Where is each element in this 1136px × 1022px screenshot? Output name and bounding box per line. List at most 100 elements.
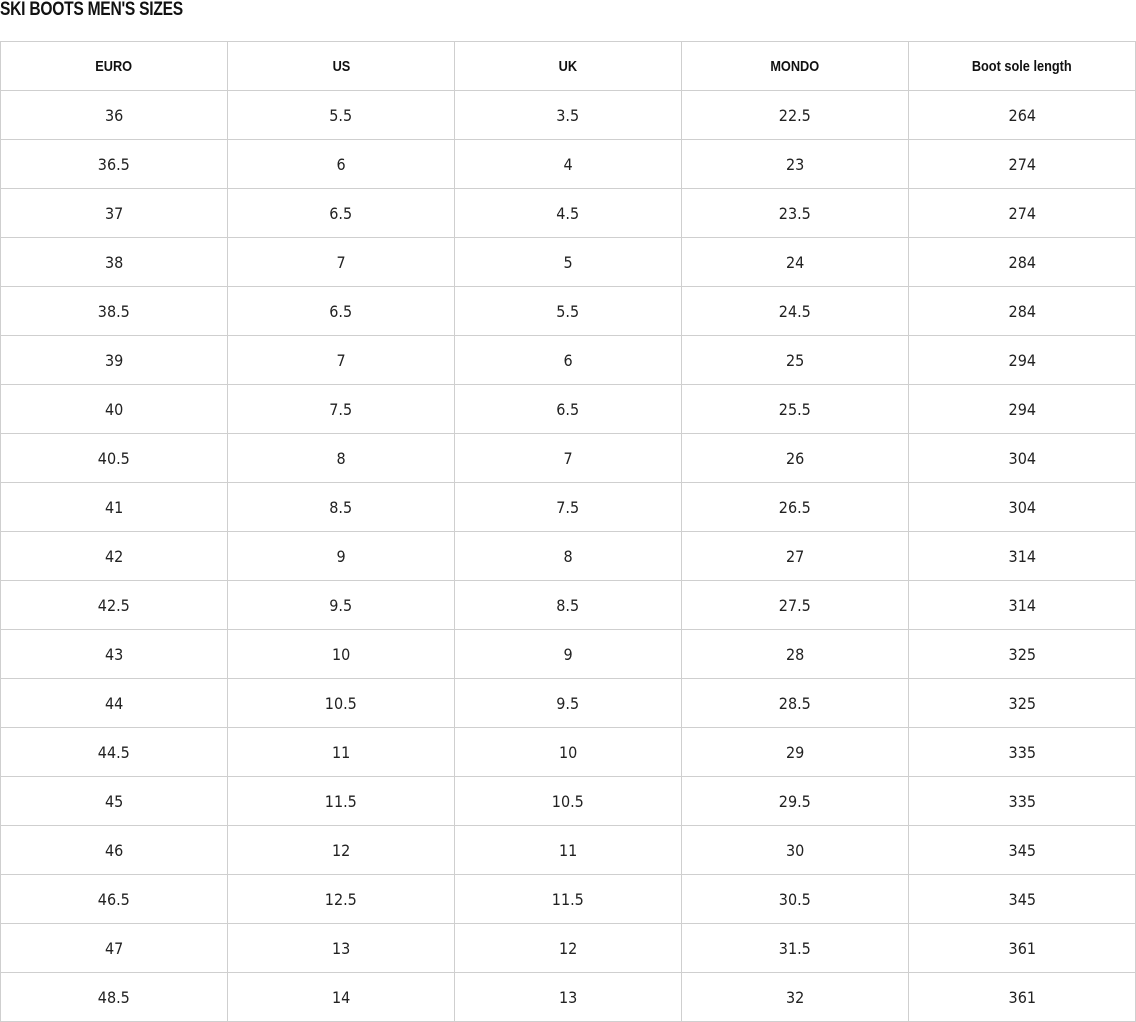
cell-value: 325 (1008, 644, 1036, 664)
cell-uk: 6.5 (454, 384, 682, 434)
table-row: 44 10.5 9.5 28.5 325 (0, 678, 1136, 728)
cell-euro: 37 (0, 188, 228, 238)
cell-euro: 42.5 (0, 580, 228, 630)
cell-euro: 45 (0, 776, 228, 826)
cell-value: 304 (1008, 497, 1036, 517)
cell-us: 9.5 (227, 580, 455, 630)
cell-value: 23.5 (778, 203, 812, 223)
cell-us: 7.5 (227, 384, 455, 434)
table-row: 42 9 8 27 314 (0, 531, 1136, 581)
cell-mondo: 24 (681, 237, 909, 287)
cell-us: 8.5 (227, 482, 455, 532)
cell-value: 8.5 (329, 497, 353, 517)
header-label: UK (558, 57, 578, 75)
cell-us: 9 (227, 531, 455, 581)
cell-value: 274 (1008, 154, 1036, 174)
cell-us: 6 (227, 139, 455, 189)
cell-value: 27.5 (778, 595, 812, 615)
cell-uk: 8.5 (454, 580, 682, 630)
cell-mondo: 26 (681, 433, 909, 483)
cell-euro: 36.5 (0, 139, 228, 189)
cell-value: 9 (563, 644, 573, 664)
cell-value: 304 (1008, 448, 1036, 468)
cell-value: 28 (785, 644, 805, 664)
cell-value: 9.5 (556, 693, 580, 713)
cell-boot-sole-length: 284 (908, 286, 1136, 336)
cell-value: 29 (785, 742, 805, 762)
cell-uk: 8 (454, 531, 682, 581)
cell-value: 361 (1008, 987, 1036, 1007)
cell-value: 294 (1008, 350, 1036, 370)
cell-value: 6.5 (556, 399, 580, 419)
cell-value: 9.5 (329, 595, 353, 615)
cell-boot-sole-length: 314 (908, 531, 1136, 581)
cell-value: 47 (104, 938, 124, 958)
table-row: 45 11.5 10.5 29.5 335 (0, 776, 1136, 826)
cell-us: 7 (227, 335, 455, 385)
table-row: 47 13 12 31.5 361 (0, 923, 1136, 973)
cell-value: 26 (785, 448, 805, 468)
cell-boot-sole-length: 325 (908, 678, 1136, 728)
cell-value: 38 (104, 252, 124, 272)
cell-boot-sole-length: 294 (908, 384, 1136, 434)
cell-euro: 44.5 (0, 727, 228, 777)
cell-value: 44 (104, 693, 124, 713)
cell-uk: 11 (454, 825, 682, 875)
table-row: 37 6.5 4.5 23.5 274 (0, 188, 1136, 238)
cell-boot-sole-length: 361 (908, 923, 1136, 973)
cell-boot-sole-length: 335 (908, 776, 1136, 826)
size-chart-table: EURO US UK MONDO Boot sole length 36 5.5 3… (0, 41, 1136, 1022)
cell-value: 12 (331, 840, 351, 860)
cell-value: 11 (558, 840, 578, 860)
cell-uk: 11.5 (454, 874, 682, 924)
cell-value: 6 (563, 350, 573, 370)
cell-value: 44.5 (97, 742, 131, 762)
cell-us: 12 (227, 825, 455, 875)
cell-value: 10.5 (324, 693, 358, 713)
cell-value: 24.5 (778, 301, 812, 321)
cell-euro: 43 (0, 629, 228, 679)
cell-uk: 4 (454, 139, 682, 189)
cell-value: 36 (104, 105, 124, 125)
cell-value: 7 (336, 350, 346, 370)
cell-value: 37 (104, 203, 124, 223)
cell-value: 361 (1008, 938, 1036, 958)
cell-value: 284 (1008, 301, 1036, 321)
cell-value: 5.5 (556, 301, 580, 321)
cell-value: 335 (1008, 742, 1036, 762)
cell-value: 36.5 (97, 154, 131, 174)
table-header-row: EURO US UK MONDO Boot sole length (0, 41, 1136, 91)
cell-euro: 39 (0, 335, 228, 385)
cell-value: 10.5 (551, 791, 585, 811)
cell-us: 10 (227, 629, 455, 679)
table-row: 46.5 12.5 11.5 30.5 345 (0, 874, 1136, 924)
cell-value: 8.5 (556, 595, 580, 615)
header-uk: UK (454, 41, 682, 91)
cell-value: 26.5 (778, 497, 812, 517)
cell-uk: 5.5 (454, 286, 682, 336)
cell-value: 335 (1008, 791, 1036, 811)
cell-mondo: 30 (681, 825, 909, 875)
cell-value: 9 (336, 546, 346, 566)
cell-value: 10 (331, 644, 351, 664)
cell-value: 294 (1008, 399, 1036, 419)
cell-value: 14 (331, 987, 351, 1007)
cell-value: 24 (785, 252, 805, 272)
cell-us: 12.5 (227, 874, 455, 924)
table-row: 38 7 5 24 284 (0, 237, 1136, 287)
cell-value: 314 (1008, 546, 1036, 566)
cell-value: 345 (1008, 840, 1036, 860)
cell-value: 28.5 (778, 693, 812, 713)
cell-value: 30.5 (778, 889, 812, 909)
cell-euro: 40.5 (0, 433, 228, 483)
cell-mondo: 23.5 (681, 188, 909, 238)
cell-value: 38.5 (97, 301, 131, 321)
cell-value: 27 (785, 546, 805, 566)
cell-value: 3.5 (556, 105, 580, 125)
cell-boot-sole-length: 264 (908, 90, 1136, 140)
cell-value: 41 (104, 497, 124, 517)
cell-value: 25.5 (778, 399, 812, 419)
cell-value: 13 (558, 987, 578, 1007)
cell-us: 6.5 (227, 286, 455, 336)
cell-us: 14 (227, 972, 455, 1022)
